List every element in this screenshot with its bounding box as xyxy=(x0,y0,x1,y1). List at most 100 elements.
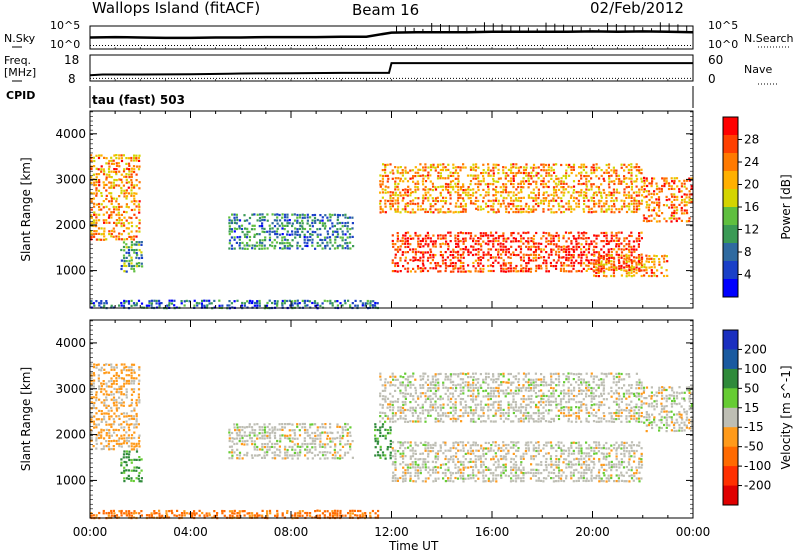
power-panel-echo-cell xyxy=(95,300,98,303)
velocity-panel-echo-cell xyxy=(377,514,380,517)
velocity-panel-echo-cell xyxy=(92,366,96,369)
power-panel-echo-cell xyxy=(125,157,128,160)
velocity-panel-echo-cell xyxy=(314,510,317,513)
power-panel-echo-cell xyxy=(514,166,518,169)
power-panel-echo-cell xyxy=(610,231,613,234)
power-panel-echo-cell xyxy=(633,208,636,211)
velocity-panel-echo-cell xyxy=(321,426,325,429)
power-panel-echo-cell xyxy=(517,253,520,257)
velocity-panel-echo-cell xyxy=(130,469,133,472)
power-panel-echo-cell xyxy=(623,254,626,257)
velocity-panel-echo-cell xyxy=(439,372,442,375)
power-panel-echo-cell xyxy=(580,191,583,194)
velocity-panel-echo-cell xyxy=(431,380,434,384)
power-panel-echo-cell xyxy=(392,172,395,175)
velocity-panel-echo-cell xyxy=(92,406,95,409)
power-panel-echo-cell xyxy=(120,301,123,305)
power-panel-echo-cell xyxy=(554,188,557,192)
power-panel-echo-cell xyxy=(288,242,291,245)
power-panel-echo-cell xyxy=(133,170,136,174)
velocity-panel-echo-cell xyxy=(105,363,108,366)
power-panel-echo-cell xyxy=(382,210,385,213)
power-panel-echo-cell xyxy=(384,174,387,177)
velocity-panel-echo-cell xyxy=(429,386,432,390)
velocity-panel-echo-cell xyxy=(411,406,414,409)
power-panel-echo-cell xyxy=(605,202,608,205)
velocity-panel-echo-cell xyxy=(256,434,259,437)
velocity-panel-echo-cell xyxy=(125,412,128,415)
power-panel-echo-cell xyxy=(685,220,688,223)
power-panel-echo-cell xyxy=(497,251,500,254)
velocity-panel-echo-cell xyxy=(424,392,427,395)
velocity-panel-echo-cell xyxy=(454,398,457,401)
velocity-panel-echo-cell xyxy=(459,401,462,404)
power-panel-echo-cell xyxy=(580,171,583,174)
power-panel-echo-cell xyxy=(572,180,576,183)
power-panel-echo-cell xyxy=(640,199,644,202)
power-panel-echo-cell xyxy=(115,197,118,200)
power-panel-echo-cell xyxy=(477,270,480,273)
power-panel-echo-cell xyxy=(505,240,508,243)
power-panel-echo-cell xyxy=(115,168,118,171)
velocity-panel-echo-cell xyxy=(238,457,241,460)
power-panel-echo-cell xyxy=(529,166,533,169)
power-panel-echo-cell xyxy=(201,304,204,307)
power-panel-echo-cell xyxy=(137,203,140,206)
power-panel-echo-cell xyxy=(485,205,488,208)
power-panel-echo-cell xyxy=(137,168,141,171)
power-panel-echo-cell xyxy=(432,163,435,166)
power-panel-echo-cell xyxy=(617,253,620,256)
power-panel-echo-cell xyxy=(560,191,563,194)
power-panel-echo-cell xyxy=(364,302,367,305)
power-panel-echo-cell xyxy=(612,272,615,275)
power-panel-echo-cell xyxy=(602,245,605,248)
power-panel-echo-cell xyxy=(396,185,399,188)
power-panel-echo-cell xyxy=(668,198,671,201)
power-panel-echo-cell xyxy=(492,174,495,177)
velocity-panel-echo-cell xyxy=(251,443,254,446)
power-panel-echo-cell xyxy=(647,193,650,196)
power-panel-echo-cell xyxy=(449,262,453,265)
power-panel-echo-cell xyxy=(115,238,118,241)
power-panel-echo-cell xyxy=(281,302,284,305)
power-panel-echo-cell xyxy=(474,182,477,186)
velocity-panel-echo-cell xyxy=(434,373,437,376)
power-panel-echo-cell xyxy=(238,244,241,247)
velocity-panel-echo-cell xyxy=(359,509,362,513)
velocity-panel-echo-cell xyxy=(437,406,440,409)
nsky-series-line xyxy=(89,30,694,40)
power-panel-echo-cell xyxy=(550,169,553,172)
velocity-panel-echo-cell xyxy=(234,429,237,432)
power-panel-echo-cell xyxy=(600,169,603,172)
velocity-panel-echo-cell xyxy=(127,440,131,443)
velocity-panel-echo-cell xyxy=(497,372,500,376)
velocity-panel-echo-cell xyxy=(291,454,294,457)
power-panel-echo-cell xyxy=(504,262,507,265)
power-panel-echo-cell xyxy=(469,202,473,205)
power-panel-echo-cell xyxy=(499,245,502,248)
power-panel-echo-cell xyxy=(540,248,543,251)
power-panel-echo-cell xyxy=(632,210,635,214)
power-panel-echo-cell xyxy=(416,265,420,268)
power-panel-echo-cell xyxy=(304,244,307,247)
velocity-panel-echo-cell xyxy=(457,395,460,398)
power-panel-echo-cell xyxy=(120,219,123,222)
power-panel-echo-cell xyxy=(585,177,588,180)
velocity-panel-echo-cell xyxy=(344,422,347,426)
power-panel-echo-cell xyxy=(469,166,472,169)
velocity-panel-echo-cell xyxy=(258,437,261,440)
velocity-panel-echo-cell xyxy=(301,426,304,429)
power-panel-echo-cell xyxy=(133,156,136,160)
velocity-panel-echo-cell xyxy=(402,392,405,395)
velocity-panel-echo-cell xyxy=(236,457,239,460)
power-panel-echo-cell xyxy=(384,202,387,205)
power-panel-echo-cell xyxy=(527,177,530,180)
power-panel-echo-cell xyxy=(577,269,580,273)
velocity-panel-echo-cell xyxy=(103,415,106,418)
power-panel-echo-cell xyxy=(598,257,601,261)
power-panel-echo-cell xyxy=(525,264,528,268)
power-panel-echo-cell xyxy=(612,199,615,202)
power-panel-echo-cell xyxy=(505,248,508,251)
power-panel-echo-cell xyxy=(482,196,485,199)
power-panel-echo-cell xyxy=(331,302,334,305)
